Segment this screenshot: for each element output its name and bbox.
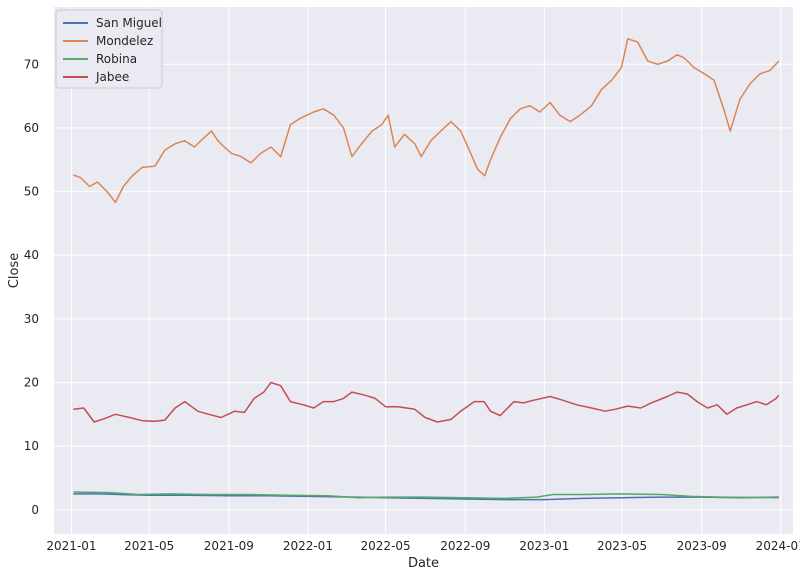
series-line (73, 38, 780, 204)
x-tick-label: 2022-01 (283, 539, 333, 553)
y-tick-label: 10 (24, 439, 39, 453)
y-tick-label: 20 (24, 376, 39, 390)
plot-area (54, 7, 793, 534)
x-axis-label: Date (408, 556, 439, 571)
x-tick-label: 2023-05 (597, 539, 647, 553)
x-tick-label: 2023-01 (519, 539, 569, 553)
x-tick-label: 2024-01 (756, 539, 800, 553)
series-line (73, 381, 780, 423)
legend-label: Jabee (95, 70, 129, 84)
y-tick-label: 0 (31, 503, 39, 517)
x-tick-label: 2022-09 (440, 539, 490, 553)
legend-label: Mondelez (96, 34, 153, 48)
legend-label: San Miguel (96, 16, 162, 30)
y-tick-label: 60 (24, 121, 39, 135)
series-lines (73, 38, 780, 501)
tick-labels: 0 10 20 30 40 50 60 70 2021-01 2021-05 2021-09 2022… (24, 57, 800, 553)
y-tick-label: 50 (24, 185, 39, 199)
series-line (73, 493, 779, 501)
x-tick-label: 2022-05 (361, 539, 411, 553)
legend-box (55, 9, 163, 89)
x-tick-label: 2021-01 (46, 539, 96, 553)
y-tick-label: 40 (24, 248, 39, 262)
x-tick-label: 2021-09 (204, 539, 254, 553)
gridlines (54, 7, 793, 534)
legend-label: Robina (96, 52, 137, 66)
y-tick-label: 30 (24, 312, 39, 326)
x-tick-label: 2023-09 (677, 539, 727, 553)
legend: San Miguel Mondelez Robina Jabee (55, 9, 163, 89)
series-line (73, 491, 779, 500)
y-axis-label: Close (7, 253, 22, 288)
y-tick-label: 70 (24, 57, 39, 71)
x-tick-label: 2021-05 (124, 539, 174, 553)
